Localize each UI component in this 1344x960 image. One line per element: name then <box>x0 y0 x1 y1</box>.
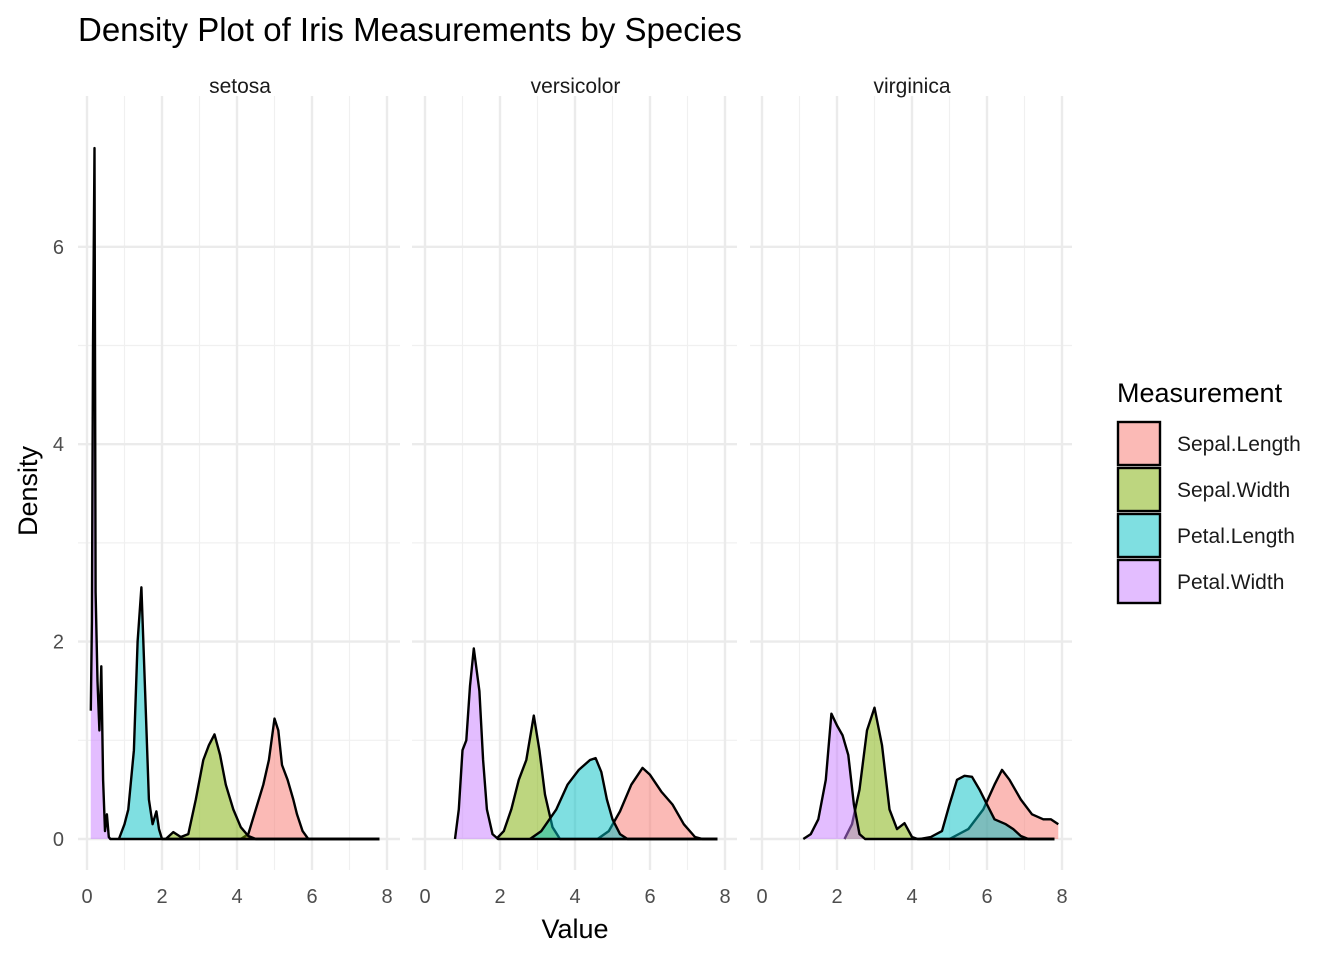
density-line-sepal-length <box>596 766 718 841</box>
x-tick-label: 6 <box>306 886 317 908</box>
x-tick-label: 4 <box>231 886 242 908</box>
x-tick-label: 2 <box>831 886 842 908</box>
legend-label: Sepal.Length <box>1177 433 1301 456</box>
facet-panels: setosa 0 2 4 6 8 versicolor 0 2 4 6 8 virginica 0 2 4 6 8… <box>53 75 1072 908</box>
density-area-sepal-width <box>165 734 380 839</box>
density-line-sepal-length <box>240 717 380 841</box>
legend-key <box>1116 558 1162 605</box>
density-area-petal-width <box>803 713 1055 839</box>
x-tick-label: 0 <box>419 886 430 908</box>
x-tick-label: 2 <box>156 886 167 908</box>
y-tick-label: 6 <box>53 237 64 259</box>
density-area-petal-length <box>919 775 1055 839</box>
density-line-sepal-width <box>164 733 380 841</box>
chart-title: Density Plot of Iris Measurements by Spe… <box>78 11 742 48</box>
density-line-petal-width <box>89 146 380 841</box>
legend-key <box>1116 466 1162 513</box>
density-area-petal-length <box>118 587 380 839</box>
legend-label: Petal.Length <box>1177 525 1295 548</box>
legend-title: Measurement <box>1117 378 1283 408</box>
legend: Measurement Sepal.Length Sepal.Width Petal… <box>1116 378 1301 605</box>
x-axis-title: Value <box>541 914 608 944</box>
x-tick-label: 4 <box>569 886 580 908</box>
legend-key <box>1116 420 1162 467</box>
density-area-petal-length <box>530 758 718 839</box>
x-tick-label: 2 <box>494 886 505 908</box>
panel-versicolor: versicolor 0 2 4 6 8 <box>412 75 737 908</box>
density-area-sepal-length <box>240 718 380 839</box>
y-tick-label: 0 <box>53 829 64 851</box>
density-line-petal-width <box>453 647 718 841</box>
x-tick-label: 6 <box>644 886 655 908</box>
x-tick-label: 8 <box>381 886 392 908</box>
density-line-petal-width <box>802 712 1055 841</box>
y-tick-label: 4 <box>53 434 64 456</box>
density-line-sepal-width <box>843 706 1055 841</box>
x-tick-label: 8 <box>719 886 730 908</box>
facet-label: setosa <box>209 75 271 98</box>
y-tick-label: 2 <box>53 632 64 654</box>
legend-key <box>1116 512 1162 559</box>
density-area-sepal-length <box>597 767 718 839</box>
y-axis-title: Density <box>13 445 43 536</box>
density-line-petal-length <box>117 586 380 841</box>
x-tick-label: 4 <box>906 886 917 908</box>
legend-label: Petal.Width <box>1177 571 1284 594</box>
x-tick-label: 8 <box>1056 886 1067 908</box>
x-tick-label: 0 <box>756 886 767 908</box>
x-tick-label: 6 <box>981 886 992 908</box>
legend-label: Sepal.Width <box>1177 479 1290 502</box>
panel-virginica: virginica 0 2 4 6 8 <box>750 75 1072 908</box>
facet-label: virginica <box>873 75 950 98</box>
density-area-petal-width <box>455 648 718 839</box>
density-area-sepal-width <box>496 715 718 839</box>
x-tick-label: 0 <box>81 886 92 908</box>
facet-label: versicolor <box>531 75 621 98</box>
density-line-petal-length <box>529 756 718 841</box>
density-area-sepal-width <box>844 707 1055 839</box>
panel-setosa: setosa 0 2 4 6 8 <box>78 75 400 908</box>
density-line-petal-length <box>919 774 1055 841</box>
